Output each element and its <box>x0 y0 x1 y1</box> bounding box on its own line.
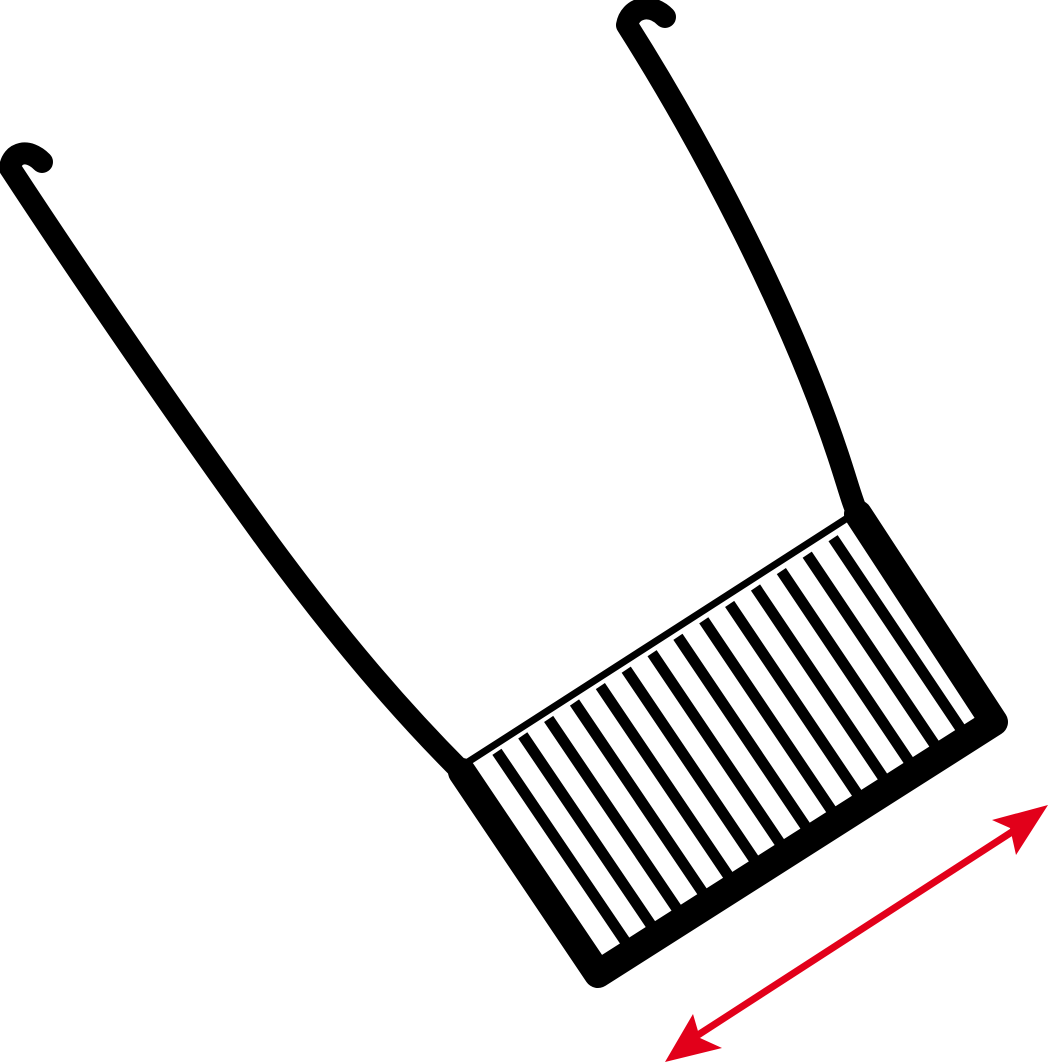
width-arrow-head-left <box>665 1014 722 1062</box>
basket-frame <box>448 500 1008 988</box>
mesh-stripe <box>621 666 764 871</box>
width-arrow-shaft <box>696 825 1020 1038</box>
basket-top-edge <box>466 512 854 765</box>
mesh-stripe <box>569 699 713 904</box>
mesh-stripe <box>802 551 944 755</box>
mesh-stripe <box>518 732 662 937</box>
mesh-hatching <box>492 535 970 953</box>
width-arrow <box>665 805 1048 1062</box>
mesh-stripe <box>673 633 816 838</box>
right-arm <box>616 0 869 525</box>
mesh-stripe <box>595 682 739 887</box>
mesh-stripe <box>544 715 687 920</box>
mesh-stripe <box>750 584 893 788</box>
mesh-stripe <box>647 650 790 854</box>
mesh-stripe <box>725 600 867 805</box>
mesh-stripe <box>492 748 636 953</box>
mesh-stripe <box>699 617 842 821</box>
left-arm <box>0 142 473 783</box>
width-arrow-head-right <box>992 805 1048 855</box>
mesh-stripe <box>828 535 970 739</box>
mesh-stripe <box>776 568 919 772</box>
